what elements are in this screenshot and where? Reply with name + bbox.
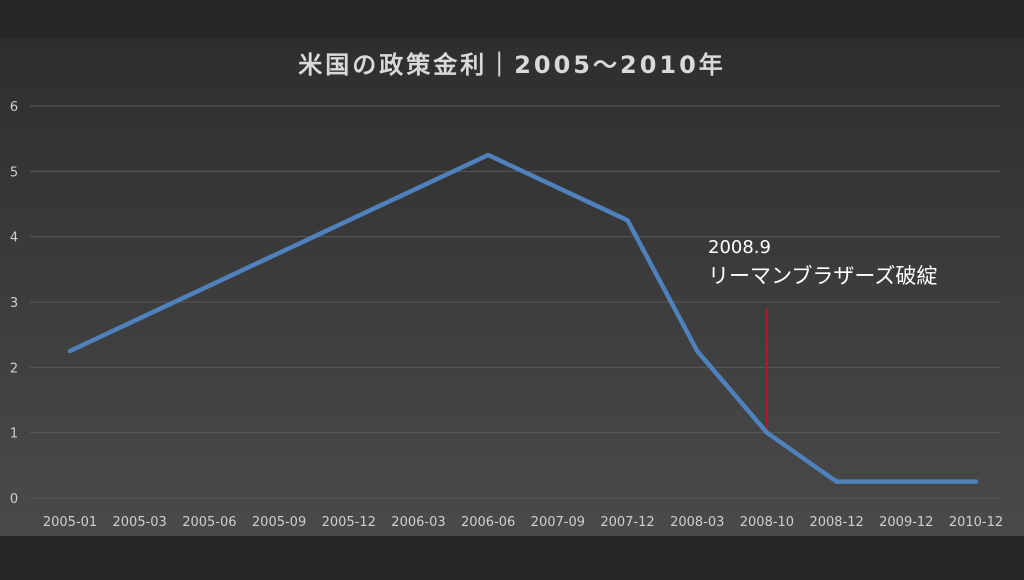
- y-tick-label: 3: [10, 296, 18, 311]
- x-tick-label: 2008-03: [670, 515, 724, 530]
- x-tick-label: 2007-09: [531, 515, 585, 530]
- x-tick-label: 2005-06: [182, 515, 236, 530]
- annotation-date: 2008.9: [708, 237, 771, 258]
- x-tick-label: 2008-10: [740, 515, 794, 530]
- x-tick-label: 2008-12: [809, 515, 863, 530]
- x-tick-label: 2006-06: [461, 515, 515, 530]
- annotation-event: リーマンブラザーズ破綻: [708, 264, 937, 288]
- y-tick-label: 6: [10, 100, 18, 115]
- x-tick-label: 2005-01: [43, 515, 97, 530]
- x-tick-label: 2010-12: [949, 515, 1003, 530]
- y-tick-label: 1: [10, 427, 18, 442]
- y-tick-label: 5: [10, 165, 18, 180]
- y-tick-label: 4: [10, 231, 18, 246]
- chart-title: 米国の政策金利｜2005〜2010年: [298, 51, 726, 79]
- y-tick-label: 0: [10, 492, 18, 507]
- x-tick-label: 2007-12: [600, 515, 654, 530]
- x-tick-label: 2005-09: [252, 515, 306, 530]
- x-tick-label: 2005-12: [322, 515, 376, 530]
- x-tick-label: 2009-12: [879, 515, 933, 530]
- x-tick-label: 2005-03: [113, 515, 167, 530]
- x-tick-label: 2006-03: [391, 515, 445, 530]
- y-tick-label: 2: [10, 361, 18, 376]
